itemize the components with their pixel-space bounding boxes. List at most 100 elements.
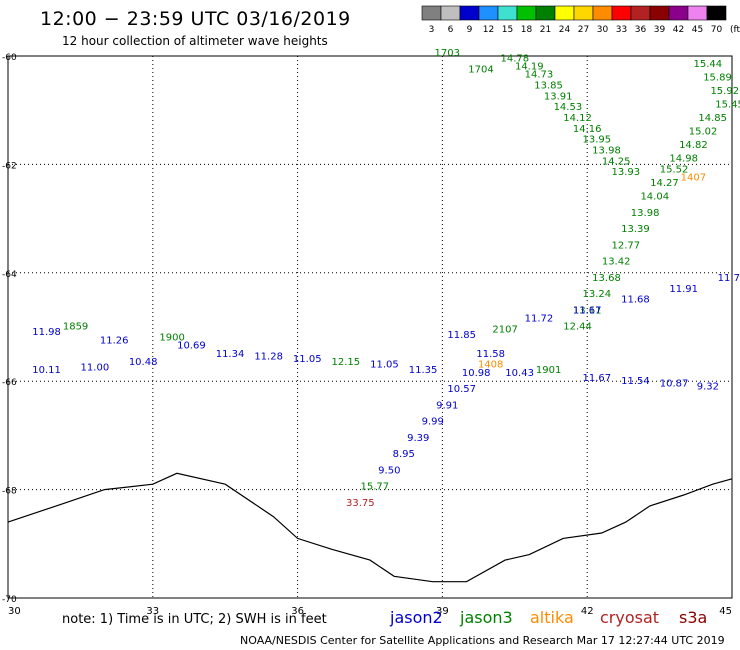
legend-unit: (ft) — [730, 25, 740, 35]
sample-label: 11.67 — [583, 373, 612, 384]
sample-label: 15.02 — [689, 127, 718, 138]
legend-tick-label: 27 — [578, 25, 589, 35]
sample-label: 11.58 — [476, 349, 505, 360]
sample-label: 15.77 — [361, 482, 390, 493]
altimeter-samples: 14.7814.1914.7313.8513.9114.5314.1214.16… — [32, 48, 740, 509]
sample-label: 12.15 — [332, 357, 361, 368]
satellite-altika: altika — [530, 608, 574, 627]
satellite-cryosat: cryosat — [600, 608, 660, 627]
sample-label: 1704 — [468, 64, 493, 75]
legend-tick-label: 21 — [540, 25, 551, 35]
sample-label: 1407 — [681, 173, 706, 184]
sample-label: 13.42 — [602, 257, 631, 268]
legend-swatch — [706, 5, 727, 21]
sample-label: 9.32 — [697, 381, 719, 392]
sample-label: 9.99 — [422, 417, 444, 428]
sample-label: 9.50 — [378, 465, 400, 476]
footnote: note: 1) Time is in UTC; 2) SWH is in fe… — [62, 612, 327, 627]
sample-label: 13.93 — [611, 167, 640, 178]
legend-swatch — [649, 5, 670, 21]
sample-label: 14.53 — [554, 102, 583, 113]
sample-label: 11.98 — [32, 327, 61, 338]
sample-label: 10.57 — [447, 384, 476, 395]
map-subtitle: 12 hour collection of altimeter wave hei… — [62, 34, 328, 48]
latitude-label: -64 — [2, 270, 17, 280]
sample-label: 11.05 — [370, 360, 399, 371]
legend-swatch — [630, 5, 651, 21]
satellite-jason3: jason3 — [460, 608, 513, 627]
sample-label: 12.77 — [611, 240, 640, 251]
sample-label: 14.98 — [669, 154, 698, 165]
latitude-label: -60 — [2, 53, 17, 63]
sample-label: 11.85 — [447, 330, 476, 341]
sample-label: 14.82 — [679, 140, 708, 151]
sample-label: 15.44 — [694, 59, 723, 70]
sample-label: 10.98 — [462, 368, 491, 379]
sample-label: 2107 — [492, 324, 517, 335]
sample-label: 11.34 — [216, 349, 245, 360]
sample-label: 13.39 — [621, 224, 650, 235]
sample-label: 11.67 — [573, 305, 602, 316]
legend-tick-label: 42 — [673, 25, 684, 35]
longitude-label: 39 — [436, 606, 449, 617]
sample-label: 13.24 — [583, 289, 612, 300]
sample-label: 11.28 — [254, 352, 283, 363]
sample-label: 13.68 — [592, 273, 621, 284]
legend-swatch — [668, 5, 689, 21]
legend-swatch — [535, 5, 556, 21]
sample-label: 11.35 — [409, 365, 438, 376]
sample-label: 11.91 — [669, 284, 698, 295]
sample-label: 13.95 — [583, 135, 612, 146]
longitude-label: 42 — [581, 606, 594, 617]
legend-tick-label: 36 — [635, 25, 647, 35]
sample-label: 13.98 — [592, 146, 621, 157]
sample-label: 15.92 — [710, 86, 739, 97]
sample-label: 15.89 — [703, 72, 732, 83]
longitude-label: 33 — [146, 606, 159, 617]
legend-tick-label: 33 — [616, 25, 627, 35]
latitude-label: -66 — [2, 378, 17, 388]
legend-swatch — [573, 5, 594, 21]
sample-label: 11.75 — [718, 273, 740, 284]
longitude-label: 30 — [8, 606, 21, 617]
map-frame — [7, 55, 733, 599]
legend-swatch — [421, 5, 442, 21]
legend-swatch — [516, 5, 537, 21]
antarctic-coastline — [7, 472, 733, 583]
sample-label: 15.52 — [660, 165, 689, 176]
sample-label: 14.85 — [698, 113, 727, 124]
sample-label: 8.95 — [393, 449, 415, 460]
sample-label: 11.72 — [525, 314, 554, 325]
sample-label: 14.73 — [525, 70, 554, 81]
legend-swatch — [478, 5, 499, 21]
legend-tick-label: 39 — [654, 25, 666, 35]
graticule — [7, 55, 733, 599]
legend-swatch — [592, 5, 613, 21]
latitude-label: -70 — [2, 595, 17, 605]
legend-tick-label: 15 — [502, 25, 513, 35]
legend-swatch — [459, 5, 480, 21]
sample-label: 13.98 — [631, 208, 660, 219]
legend-swatch — [611, 5, 632, 21]
legend-tick-label: 45 — [692, 25, 703, 35]
sample-label: 1901 — [536, 365, 561, 376]
sample-label: 1900 — [159, 333, 184, 344]
sample-label: 12.44 — [563, 322, 592, 333]
legend-swatch — [497, 5, 518, 21]
legend-tick-label: 12 — [483, 25, 494, 35]
legend-tick-label: 3 — [429, 25, 435, 35]
satellite-s3a: s3a — [679, 608, 708, 627]
sample-label: 13.91 — [544, 91, 573, 102]
axis-labels: 30 33 36 39 42 45 -60 -62 -64 -66 -68 -70 — [2, 53, 732, 617]
sample-label: 14.12 — [563, 113, 592, 124]
sample-label: 15.45 — [715, 99, 740, 110]
sample-label: 11.54 — [621, 376, 650, 387]
legend-tick-label: 70 — [711, 25, 723, 35]
latitude-label: -68 — [2, 487, 17, 497]
legend-tick-label: 9 — [467, 25, 473, 35]
legend-swatch — [554, 5, 575, 21]
latitude-label: -62 — [2, 161, 17, 171]
sample-label: 10.69 — [177, 341, 206, 352]
legend-swatch — [687, 5, 708, 21]
